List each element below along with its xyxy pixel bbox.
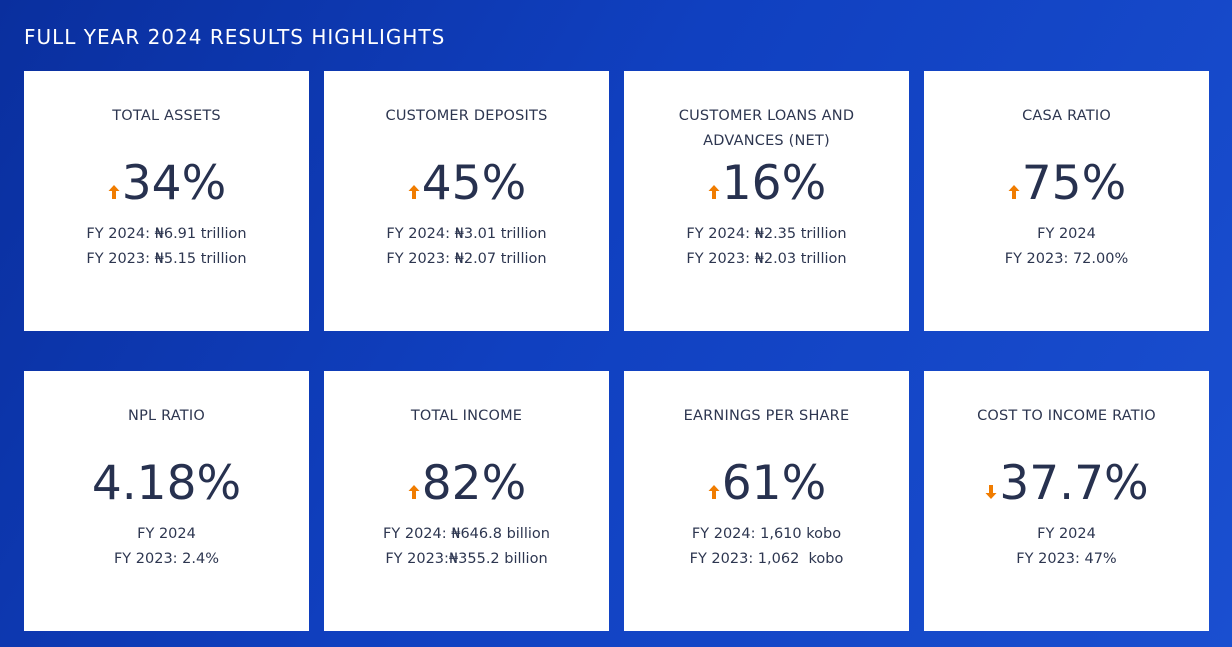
card-label: NPL RATIO — [128, 408, 205, 424]
card-previous-year: FY 2023: ₦2.03 trillion — [686, 251, 847, 267]
card-current-year: FY 2024: 1,610 kobo — [691, 526, 842, 542]
card-metric: 37.7% — [924, 450, 1209, 510]
card-value: 75% — [1021, 156, 1127, 211]
card-current-year: FY 2024: ₦6.91 trillion — [86, 226, 247, 242]
card-previous-year: FY 2023: 2.4% — [113, 551, 220, 567]
card-comparison: FY 2024: ₦646.8 billion FY 2023:₦355.2 bi… — [324, 522, 609, 572]
card-casa-ratio: CASA RATIO 75% FY 2024 FY 2023: 72.00% — [924, 71, 1209, 331]
arrow-up-icon — [707, 483, 721, 501]
card-comparison: FY 2024: ₦6.91 trillion FY 2023: ₦5.15 tr… — [24, 222, 309, 272]
card-comparison: FY 2024 FY 2023: 47% — [924, 522, 1209, 572]
card-metric: 45% — [324, 150, 609, 210]
card-current-year: FY 2024 — [137, 526, 196, 542]
card-comparison: FY 2024: ₦3.01 trillion FY 2023: ₦2.07 tr… — [324, 222, 609, 272]
arrow-up-icon — [107, 183, 121, 201]
arrow-up-icon — [407, 183, 421, 201]
card-previous-year: FY 2023: ₦5.15 trillion — [86, 251, 247, 267]
card-previous-year: FY 2023: 1,062 kobo — [689, 551, 844, 567]
arrow-down-icon — [984, 483, 998, 501]
card-value: 16% — [721, 156, 827, 211]
card-current-year: FY 2024: ₦2.35 trillion — [686, 226, 847, 242]
card-previous-year: FY 2023:₦355.2 billion — [385, 551, 548, 567]
card-comparison: FY 2024 FY 2023: 72.00% — [924, 222, 1209, 272]
card-current-year: FY 2024: ₦3.01 trillion — [386, 226, 547, 242]
card-value: 34% — [121, 156, 227, 211]
card-previous-year: FY 2023: 72.00% — [1004, 251, 1129, 267]
card-metric: 61% — [624, 450, 909, 510]
card-label: EARNINGS PER SHARE — [683, 408, 850, 424]
card-current-year: FY 2024 — [1037, 226, 1096, 242]
card-metric: 75% — [924, 150, 1209, 210]
card-label: TOTAL ASSETS — [112, 108, 221, 124]
arrow-up-icon — [407, 483, 421, 501]
card-current-year: FY 2024: ₦646.8 billion — [383, 526, 550, 542]
card-comparison: FY 2024 FY 2023: 2.4% — [24, 522, 309, 572]
card-current-year: FY 2024 — [1037, 526, 1096, 542]
card-previous-year: FY 2023: ₦2.07 trillion — [386, 251, 547, 267]
arrow-up-icon — [1007, 183, 1021, 201]
card-label: COST TO INCOME RATIO — [977, 408, 1156, 424]
card-previous-year: FY 2023: 47% — [1016, 551, 1117, 567]
card-value: 4.18% — [91, 456, 242, 511]
card-npl-ratio: NPL RATIO 4.18% FY 2024 FY 2023: 2.4% — [24, 371, 309, 631]
card-metric: 4.18% — [24, 450, 309, 510]
card-label: TOTAL INCOME — [410, 408, 523, 424]
card-comparison: FY 2024: 1,610 kobo FY 2023: 1,062 kobo — [624, 522, 909, 572]
card-label: CUSTOMER LOANS AND ADVANCES (NET) — [678, 108, 855, 149]
card-earnings-per-share: EARNINGS PER SHARE 61% FY 2024: 1,610 kobo… — [624, 371, 909, 631]
card-customer-deposits: CUSTOMER DEPOSITS 45% FY 2024: ₦3.01 trill… — [324, 71, 609, 331]
card-value: 82% — [421, 456, 527, 511]
card-label: CUSTOMER DEPOSITS — [385, 108, 548, 124]
card-comparison: FY 2024: ₦2.35 trillion FY 2023: ₦2.03 tr… — [624, 222, 909, 272]
card-total-income: TOTAL INCOME 82% FY 2024: ₦646.8 billion FY… — [324, 371, 609, 631]
card-customer-loans-and-advances-net: CUSTOMER LOANS AND ADVANCES (NET) 16% FY 2… — [624, 71, 909, 331]
card-value: 37.7% — [999, 456, 1149, 511]
card-metric: 34% — [24, 150, 309, 210]
card-total-assets: TOTAL ASSETS 34% FY 2024: ₦6.91 trillion FY… — [24, 71, 309, 331]
page-title: FULL YEAR 2024 RESULTS HIGHLIGHTS — [24, 25, 446, 50]
card-label: CASA RATIO — [1022, 108, 1111, 124]
card-metric: 16% — [624, 150, 909, 210]
card-value: 61% — [721, 456, 827, 511]
arrow-up-icon — [707, 183, 721, 201]
card-value: 45% — [421, 156, 527, 211]
card-metric: 82% — [324, 450, 609, 510]
card-cost-to-income-ratio: COST TO INCOME RATIO 37.7% FY 2024 FY 2023:… — [924, 371, 1209, 631]
